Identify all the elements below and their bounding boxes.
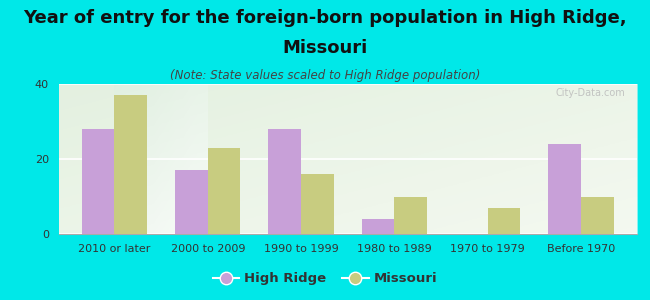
Bar [301, 174, 333, 234]
Bar [549, 144, 581, 234]
Bar [488, 208, 521, 234]
Bar [581, 196, 614, 234]
Bar [175, 170, 208, 234]
Bar [301, 174, 333, 234]
Text: Missouri: Missouri [282, 39, 368, 57]
Text: (Note: State values scaled to High Ridge population): (Note: State values scaled to High Ridge… [170, 69, 480, 82]
Bar [82, 129, 114, 234]
Bar [549, 144, 581, 234]
Bar [395, 196, 427, 234]
Bar [268, 129, 301, 234]
Bar [362, 219, 395, 234]
Bar [82, 129, 114, 234]
Text: City-Data.com: City-Data.com [556, 88, 625, 98]
Bar [114, 95, 147, 234]
Bar [268, 129, 301, 234]
Bar [208, 148, 240, 234]
Bar [395, 196, 427, 234]
Bar [488, 208, 521, 234]
Bar [208, 148, 240, 234]
Bar [175, 170, 208, 234]
Legend: High Ridge, Missouri: High Ridge, Missouri [207, 267, 443, 290]
Bar [581, 196, 614, 234]
Bar [114, 95, 147, 234]
Bar [362, 219, 395, 234]
Text: Year of entry for the foreign-born population in High Ridge,: Year of entry for the foreign-born popul… [23, 9, 627, 27]
